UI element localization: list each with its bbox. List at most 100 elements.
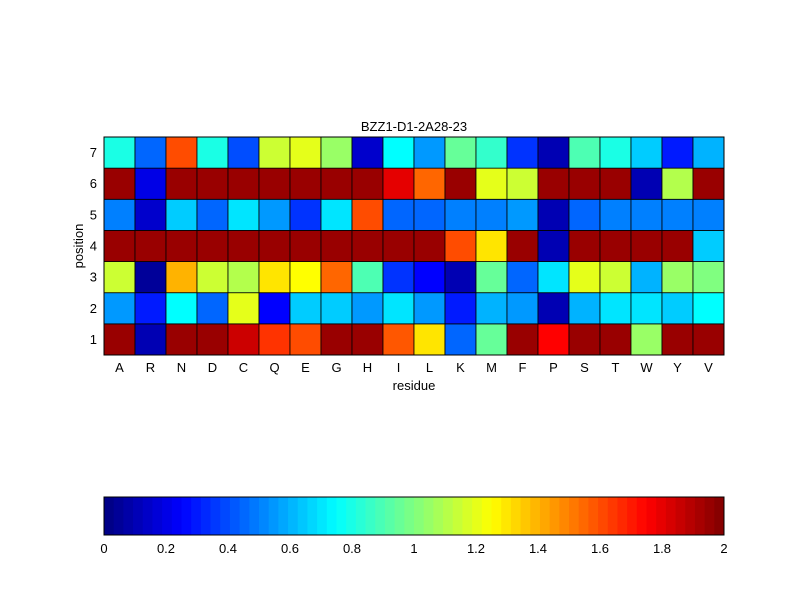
heatmap-cell-M-2 — [475, 292, 508, 325]
heatmap-cell-M-6 — [475, 167, 508, 200]
colorbar-step — [520, 497, 531, 535]
heatmap-cell-W-5 — [630, 198, 663, 231]
heatmap-cell-M-1 — [475, 323, 508, 356]
x-tick-label: Y — [673, 360, 682, 375]
heatmap-cell-K-3 — [444, 261, 477, 294]
heatmap-cell-T-4 — [599, 230, 632, 262]
plot-frame — [103, 136, 725, 356]
colorbar-step — [481, 497, 492, 535]
heatmap-cell-M-4 — [475, 230, 508, 262]
colorbar-tick-label: 1.8 — [653, 541, 671, 556]
heatmap-cell-D-2 — [196, 292, 229, 325]
x-tick-label: T — [612, 360, 620, 375]
heatmap-cell-D-6 — [196, 167, 229, 200]
colorbar-tick-label: 1.6 — [591, 541, 609, 556]
heatmap-cell-A-6 — [103, 167, 136, 200]
heatmap-cell-E-7 — [289, 136, 322, 169]
heatmap-cell-S-3 — [568, 261, 601, 294]
heatmap-cell-R-3 — [134, 261, 167, 294]
heatmap-cell-I-1 — [382, 323, 415, 356]
heatmap-cell-R-7 — [134, 136, 167, 169]
colorbar-frame — [103, 496, 725, 536]
heatmap-cell-A-3 — [103, 261, 136, 294]
heatmap-cell-G-6 — [320, 167, 353, 200]
heatmap-cell-R-5 — [134, 198, 167, 231]
heatmap-cell-M-7 — [475, 136, 508, 169]
heatmap-cell-S-1 — [568, 323, 601, 356]
heatmap-cell-F-3 — [506, 261, 539, 294]
heatmap-cell-G-5 — [320, 198, 353, 231]
x-tick-label: L — [426, 360, 433, 375]
heatmap-cell-Q-7 — [258, 136, 291, 169]
x-tick-label: P — [549, 360, 558, 375]
heatmap-cell-W-4 — [630, 230, 663, 262]
colorbar-step — [297, 497, 308, 535]
colorbar-step — [452, 497, 463, 535]
colorbar-tick-label: 0.8 — [343, 541, 361, 556]
colorbar-step — [414, 497, 425, 535]
colorbar-step — [394, 497, 405, 535]
heatmap-cell-C-6 — [227, 167, 260, 200]
colorbar-step — [598, 497, 609, 535]
heatmap-cell-V-4 — [692, 230, 725, 262]
x-tick-label: E — [301, 360, 310, 375]
y-tick-label: 1 — [90, 332, 97, 347]
heatmap-cell-V-6 — [692, 167, 725, 200]
colorbar-tick-label: 1.4 — [529, 541, 547, 556]
heatmap-cell-P-5 — [537, 198, 570, 231]
heatmap-cell-Y-6 — [661, 167, 694, 200]
colorbar-step — [559, 497, 570, 535]
x-tick-label: G — [331, 360, 341, 375]
heatmap-cell-E-5 — [289, 198, 322, 231]
colorbar-step — [152, 497, 163, 535]
x-tick-label: S — [580, 360, 589, 375]
colorbar-tick-label: 0.2 — [157, 541, 175, 556]
heatmap-cell-N-6 — [165, 167, 198, 200]
x-tick-label: M — [486, 360, 497, 375]
heatmap-cell-A-5 — [103, 198, 136, 231]
heatmap-cell-E-3 — [289, 261, 322, 294]
colorbar-tick-label: 2 — [720, 541, 727, 556]
heatmap-cell-W-6 — [630, 167, 663, 200]
x-tick-label: H — [363, 360, 372, 375]
y-tick-label: 3 — [90, 270, 97, 285]
heatmap-cell-D-4 — [196, 230, 229, 262]
heatmap-cell-H-6 — [351, 167, 384, 200]
heatmap-cell-C-2 — [227, 292, 260, 325]
heatmap-cell-W-1 — [630, 323, 663, 356]
heatmap-cell-D-3 — [196, 261, 229, 294]
heatmap-cell-K-2 — [444, 292, 477, 325]
heatmap-cell-N-1 — [165, 323, 198, 356]
heatmap-cell-V-1 — [692, 323, 725, 356]
x-tick-label: R — [146, 360, 155, 375]
colorbar-step — [578, 497, 589, 535]
heatmap-cell-K-1 — [444, 323, 477, 356]
x-tick-label: A — [115, 360, 124, 375]
heatmap-cell-W-2 — [630, 292, 663, 325]
colorbar-step — [346, 497, 357, 535]
heatmap-cell-S-6 — [568, 167, 601, 200]
x-tick-label: C — [239, 360, 248, 375]
heatmap-cell-Q-6 — [258, 167, 291, 200]
colorbar-step — [607, 497, 618, 535]
heatmap-cell-G-3 — [320, 261, 353, 294]
heatmap-cell-S-5 — [568, 198, 601, 231]
heatmap-cell-T-3 — [599, 261, 632, 294]
heatmap-cell-K-6 — [444, 167, 477, 200]
heatmap-cell-E-2 — [289, 292, 322, 325]
x-tick-label: V — [704, 360, 713, 375]
heatmap-cell-L-3 — [413, 261, 446, 294]
colorbar-step — [336, 497, 347, 535]
heatmap-cell-R-1 — [134, 323, 167, 356]
heatmap-cell-C-3 — [227, 261, 260, 294]
heatmap-cell-Q-3 — [258, 261, 291, 294]
colorbar-step — [162, 497, 173, 535]
colorbar-step — [714, 497, 725, 535]
heatmap-cell-D-5 — [196, 198, 229, 231]
heatmap-cell-D-1 — [196, 323, 229, 356]
heatmap-cell-A-1 — [103, 323, 136, 356]
heatmap-cell-F-5 — [506, 198, 539, 231]
colorbar-step — [423, 497, 434, 535]
heatmap-cell-M-3 — [475, 261, 508, 294]
